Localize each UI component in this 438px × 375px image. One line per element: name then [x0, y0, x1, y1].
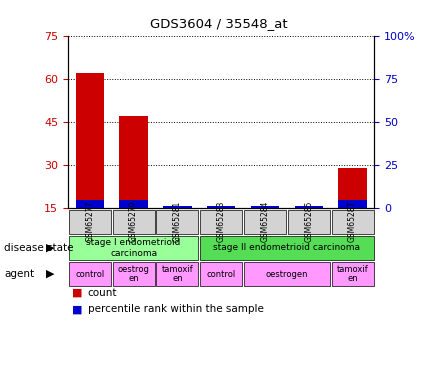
- Text: stage I endometrioid
carcinoma: stage I endometrioid carcinoma: [86, 238, 181, 258]
- Text: GSM65283: GSM65283: [217, 201, 226, 242]
- Text: ▶: ▶: [46, 243, 55, 253]
- Text: GSM65277: GSM65277: [85, 201, 94, 242]
- Text: GSM65279: GSM65279: [129, 201, 138, 242]
- Text: stage II endometrioid carcinoma: stage II endometrioid carcinoma: [213, 243, 360, 252]
- Text: GSM65281: GSM65281: [173, 201, 182, 242]
- Text: control: control: [75, 270, 104, 279]
- Bar: [119, 116, 148, 208]
- Bar: [76, 73, 104, 208]
- Bar: [163, 206, 192, 208]
- Bar: [119, 200, 148, 208]
- Text: ■: ■: [72, 304, 83, 314]
- Text: tamoxif
en: tamoxif en: [162, 265, 193, 284]
- Bar: [76, 200, 104, 208]
- Text: GDS3604 / 35548_at: GDS3604 / 35548_at: [150, 17, 288, 30]
- Text: GSM65284: GSM65284: [261, 201, 269, 242]
- Text: control: control: [207, 270, 236, 279]
- Text: agent: agent: [4, 269, 35, 279]
- Text: percentile rank within the sample: percentile rank within the sample: [88, 304, 264, 314]
- Bar: [207, 206, 236, 208]
- Text: oestrog
en: oestrog en: [118, 265, 149, 284]
- Text: ▶: ▶: [46, 269, 55, 279]
- Text: tamoxif
en: tamoxif en: [337, 265, 368, 284]
- Bar: [295, 206, 323, 208]
- Text: oestrogen: oestrogen: [265, 270, 308, 279]
- Text: count: count: [88, 288, 117, 297]
- Text: ■: ■: [72, 288, 83, 297]
- Text: disease state: disease state: [4, 243, 74, 253]
- Text: GSM65287: GSM65287: [348, 201, 357, 242]
- Text: GSM65285: GSM65285: [304, 201, 313, 242]
- Bar: [339, 200, 367, 208]
- Bar: [339, 168, 367, 208]
- Bar: [251, 206, 279, 208]
